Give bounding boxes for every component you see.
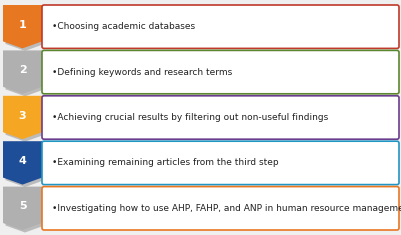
Polygon shape bbox=[6, 189, 45, 232]
Text: 4: 4 bbox=[18, 156, 26, 166]
FancyBboxPatch shape bbox=[42, 96, 399, 139]
Polygon shape bbox=[6, 144, 45, 187]
FancyBboxPatch shape bbox=[42, 187, 399, 230]
Polygon shape bbox=[6, 8, 45, 51]
Text: 3: 3 bbox=[19, 110, 26, 121]
Text: •Examining remaining articles from the third step: •Examining remaining articles from the t… bbox=[52, 158, 279, 167]
Text: •Achieving crucial results by filtering out non-useful findings: •Achieving crucial results by filtering … bbox=[52, 113, 328, 122]
FancyBboxPatch shape bbox=[42, 141, 399, 185]
Polygon shape bbox=[6, 98, 45, 142]
Text: 2: 2 bbox=[18, 65, 26, 75]
Text: 5: 5 bbox=[19, 201, 26, 211]
Text: •Choosing academic databases: •Choosing academic databases bbox=[52, 22, 195, 31]
Text: •Investigating how to use AHP, FAHP, and ANP in human resource management: •Investigating how to use AHP, FAHP, and… bbox=[52, 204, 401, 213]
Polygon shape bbox=[3, 50, 42, 94]
FancyBboxPatch shape bbox=[42, 50, 399, 94]
FancyBboxPatch shape bbox=[42, 5, 399, 48]
Polygon shape bbox=[3, 96, 42, 139]
Text: •Defining keywords and research terms: •Defining keywords and research terms bbox=[52, 68, 232, 77]
Polygon shape bbox=[3, 5, 42, 48]
Polygon shape bbox=[3, 141, 42, 185]
Text: 1: 1 bbox=[18, 20, 26, 30]
Polygon shape bbox=[3, 187, 42, 230]
Polygon shape bbox=[6, 53, 45, 96]
